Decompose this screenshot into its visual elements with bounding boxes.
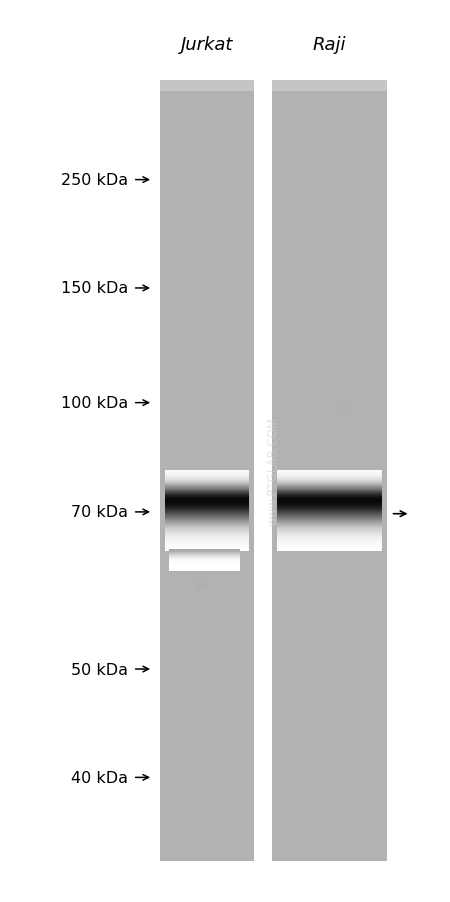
Ellipse shape (197, 583, 208, 590)
Text: 250 kDa: 250 kDa (61, 173, 128, 188)
Text: Raji: Raji (313, 36, 346, 54)
Text: 40 kDa: 40 kDa (71, 770, 128, 785)
Bar (160, 81, 254, 92)
Text: Jurkat: Jurkat (181, 36, 233, 54)
Bar (272, 81, 387, 92)
Text: 70 kDa: 70 kDa (71, 505, 128, 520)
Text: 100 kDa: 100 kDa (61, 396, 128, 410)
Text: www.PTGLAB.COM: www.PTGLAB.COM (267, 417, 280, 526)
Text: 50 kDa: 50 kDa (71, 662, 128, 676)
Bar (272, 81, 387, 861)
Ellipse shape (338, 401, 347, 410)
Bar (160, 81, 254, 861)
Text: 150 kDa: 150 kDa (61, 281, 128, 296)
